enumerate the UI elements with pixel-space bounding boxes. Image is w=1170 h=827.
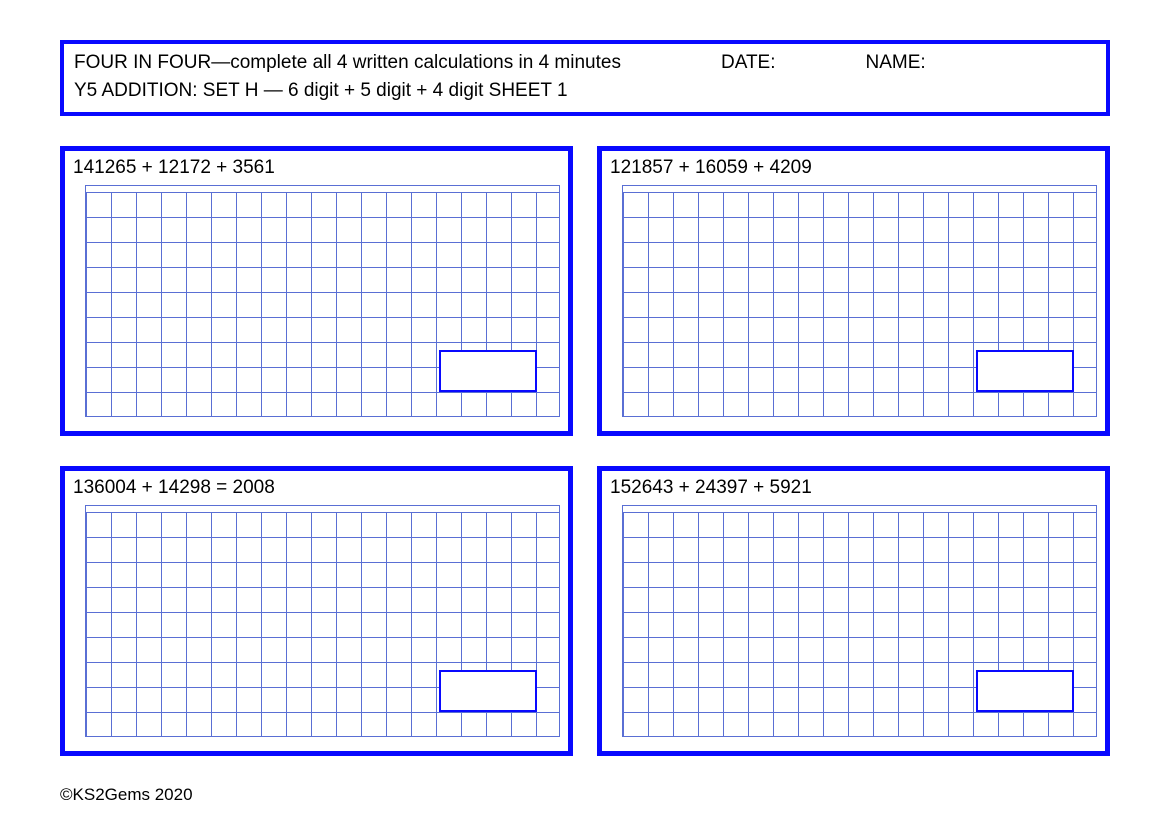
- name-label: NAME:: [866, 52, 926, 74]
- question-box-1: 141265 + 12172 + 3561: [60, 146, 573, 436]
- answer-box: [976, 350, 1074, 392]
- answer-box: [439, 670, 537, 712]
- question-text: 121857 + 16059 + 4209: [610, 157, 1099, 179]
- worksheet-page: FOUR IN FOUR—complete all 4 written calc…: [0, 0, 1170, 827]
- spacer: [621, 52, 721, 74]
- question-text: 136004 + 14298 = 2008: [73, 477, 562, 499]
- date-label: DATE:: [721, 52, 776, 74]
- answer-box: [439, 350, 537, 392]
- question-box-4: 152643 + 24397 + 5921: [597, 466, 1110, 756]
- questions-grid: 141265 + 12172 + 3561 121857 + 16059 + 4…: [60, 146, 1110, 756]
- answer-box: [976, 670, 1074, 712]
- question-box-3: 136004 + 14298 = 2008: [60, 466, 573, 756]
- working-grid: [622, 185, 1097, 417]
- working-grid: [85, 185, 560, 417]
- header-line-1: FOUR IN FOUR—complete all 4 written calc…: [74, 52, 1096, 74]
- question-box-2: 121857 + 16059 + 4209: [597, 146, 1110, 436]
- header-instruction: FOUR IN FOUR—complete all 4 written calc…: [74, 52, 621, 74]
- footer-copyright: ©KS2Gems 2020: [60, 785, 193, 805]
- question-text: 141265 + 12172 + 3561: [73, 157, 562, 179]
- working-grid: [622, 505, 1097, 737]
- header-subtitle: Y5 ADDITION: SET H — 6 digit + 5 digit +…: [74, 80, 1096, 102]
- question-text: 152643 + 24397 + 5921: [610, 477, 1099, 499]
- header-box: FOUR IN FOUR—complete all 4 written calc…: [60, 40, 1110, 116]
- spacer: [776, 52, 866, 74]
- working-grid: [85, 505, 560, 737]
